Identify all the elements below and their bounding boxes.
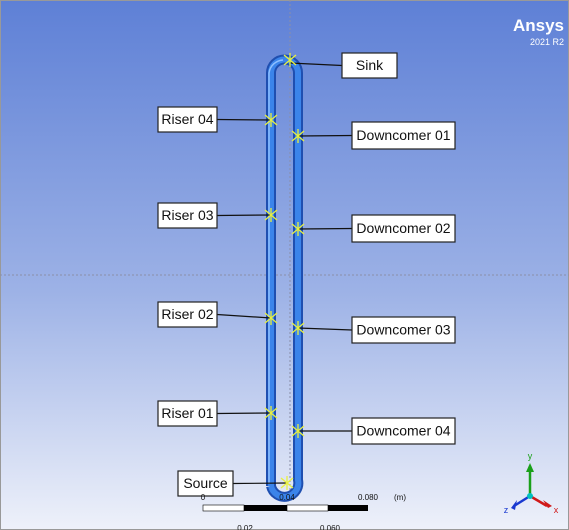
triad-label: z	[504, 505, 509, 515]
triad-label: x	[554, 505, 559, 515]
probe-label: Riser 04	[161, 111, 213, 127]
leader-line	[298, 136, 352, 137]
scale-label: 0.04	[279, 493, 295, 502]
probe-label: Riser 03	[161, 207, 213, 223]
scale-label: 0.080	[358, 493, 379, 502]
scale-unit: (m)	[394, 493, 406, 502]
brand-version: 2021 R2	[530, 37, 564, 47]
scale-label: 0	[201, 493, 206, 502]
leader-line	[217, 413, 271, 414]
probe-label: Riser 02	[161, 306, 213, 322]
background	[1, 1, 569, 530]
scale-label: 0.060	[320, 524, 341, 530]
probe-label: Downcomer 02	[356, 220, 450, 236]
probe-label: Downcomer 03	[356, 322, 450, 338]
probe-label: Downcomer 01	[356, 127, 450, 143]
probe-label: Riser 01	[161, 405, 213, 421]
viewport: Sink Riser 04 Riser 03 Riser 02 Riser 01 Sour…	[0, 0, 569, 530]
leader-line	[217, 120, 271, 121]
leader-line	[298, 229, 352, 230]
scale-label: 0.02	[237, 524, 253, 530]
leader-line	[233, 483, 287, 484]
probe-label: Downcomer 04	[356, 423, 450, 439]
brand-name: Ansys	[513, 16, 564, 35]
leader-line	[217, 215, 271, 216]
scale-bar	[203, 505, 368, 511]
triad-label: y	[528, 451, 533, 461]
probe-label: Source	[183, 475, 228, 491]
probe-label: Sink	[356, 57, 384, 73]
